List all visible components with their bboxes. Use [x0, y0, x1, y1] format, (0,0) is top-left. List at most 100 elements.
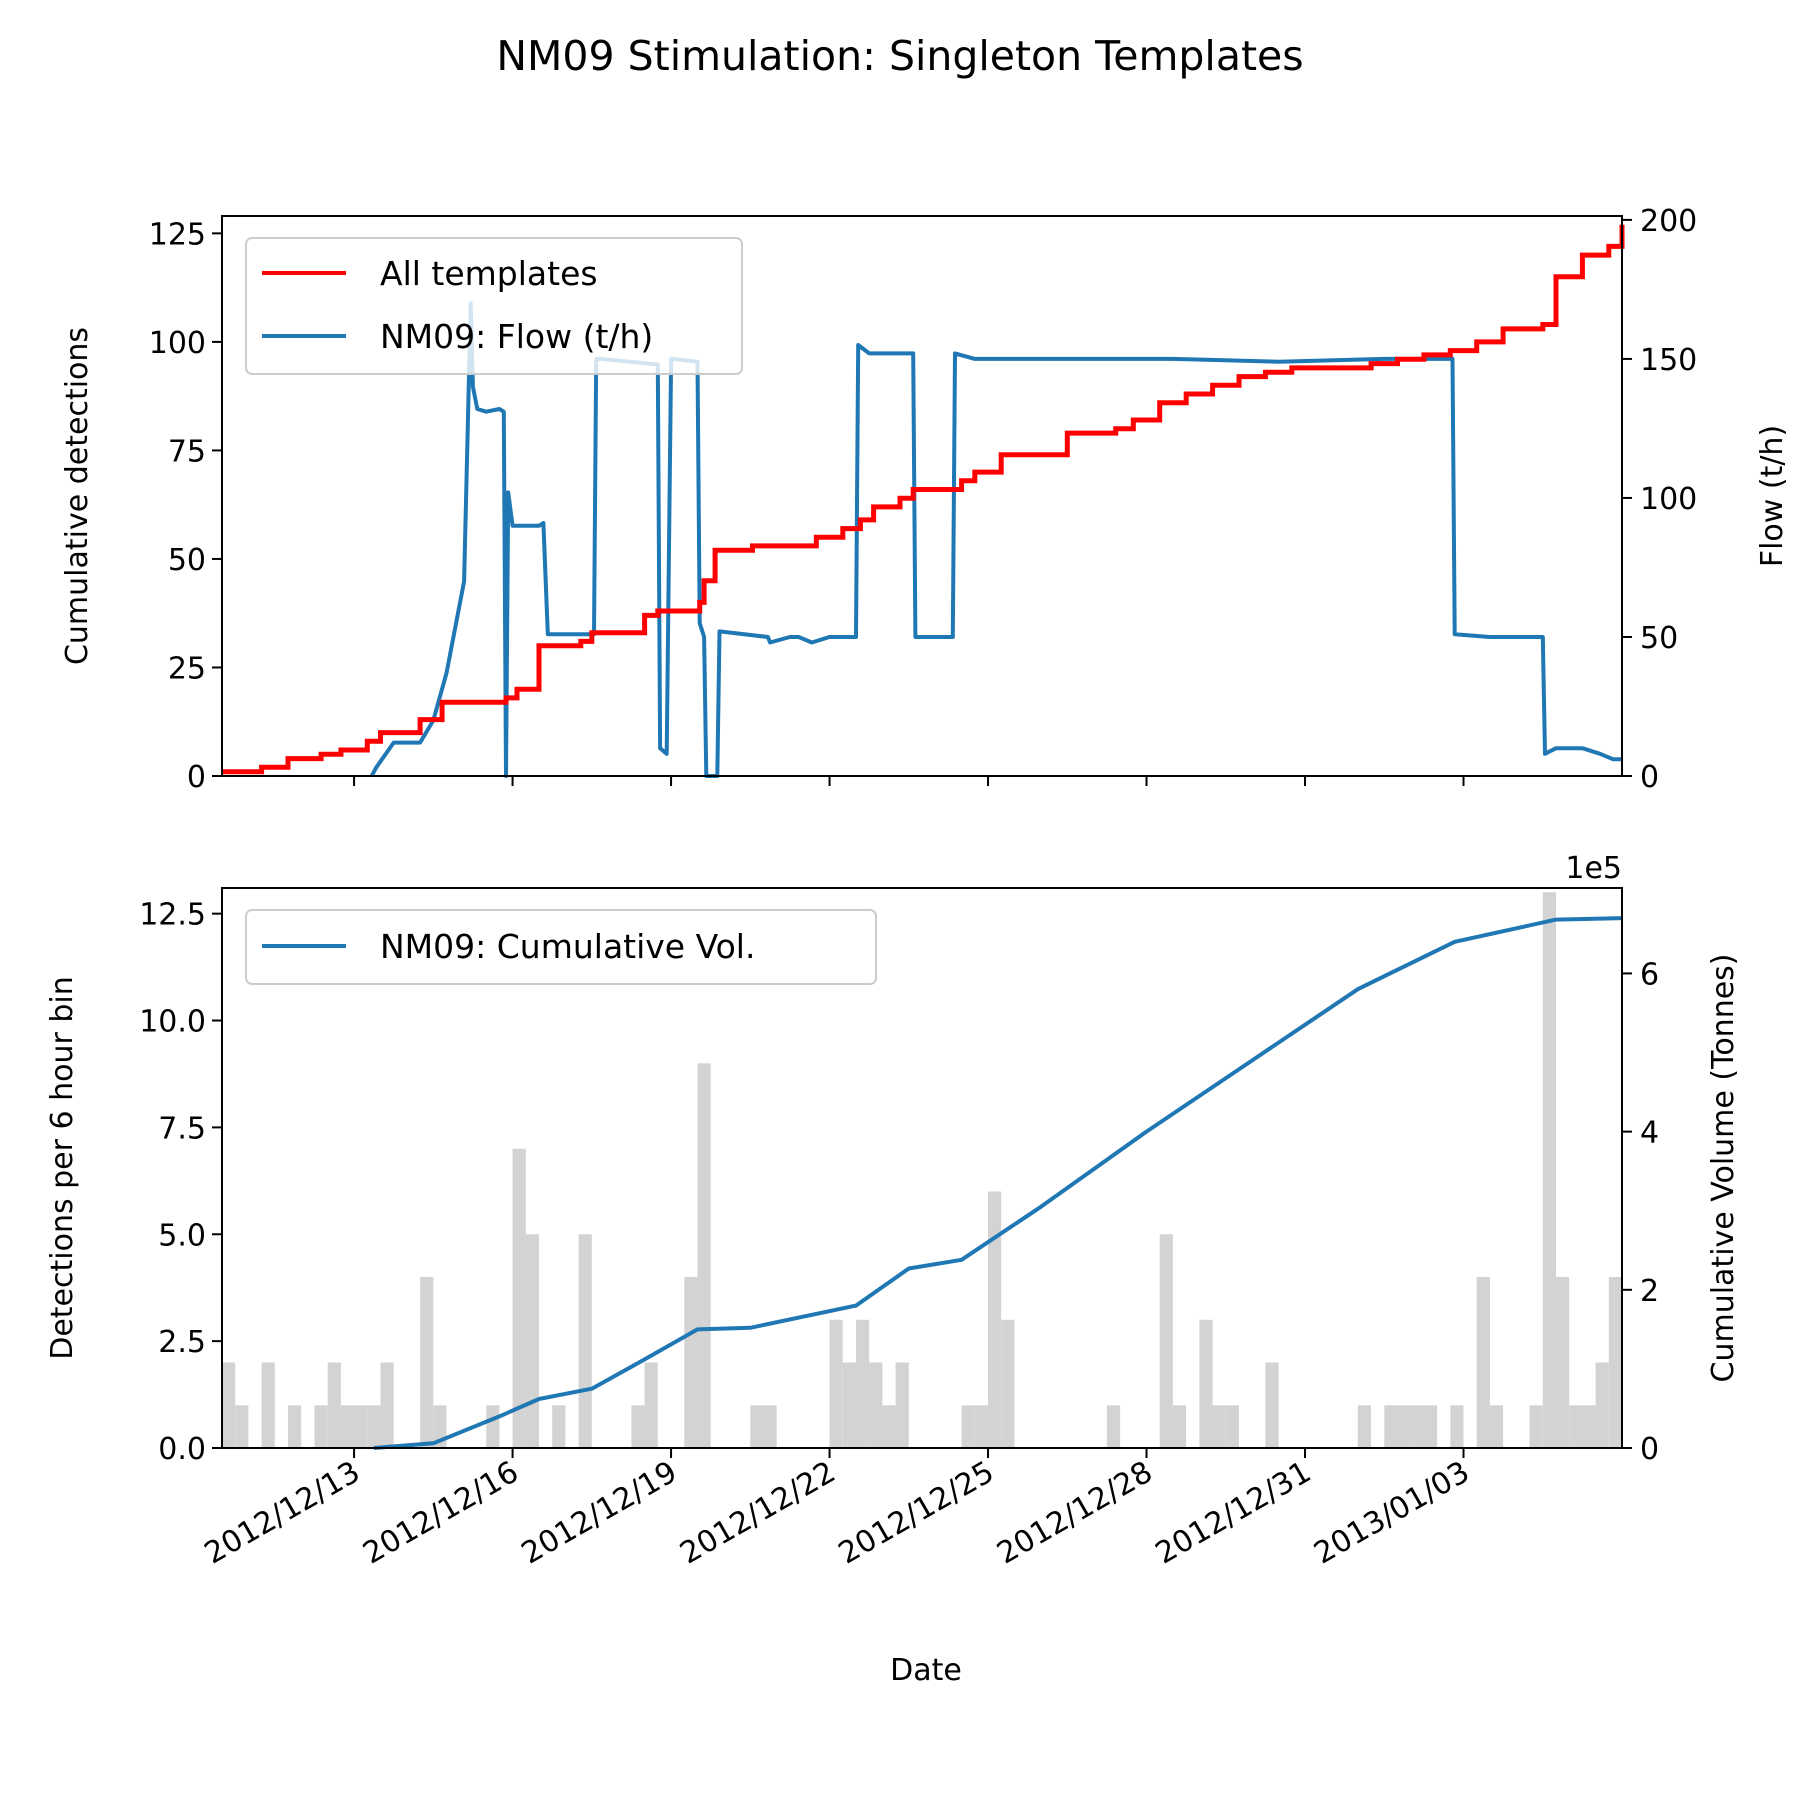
histogram-bar	[974, 1405, 988, 1448]
ytick-label: 0.0	[158, 1432, 206, 1467]
histogram-bar	[1265, 1362, 1279, 1448]
bottom-legend-box	[245, 909, 877, 985]
ytick-label: 0	[187, 760, 206, 795]
ytick-label: 50	[168, 543, 206, 578]
histogram-bar	[367, 1405, 381, 1448]
x-axis-label: Date	[890, 1653, 962, 1688]
histogram-bar	[1225, 1405, 1239, 1448]
histogram-bar	[1450, 1405, 1464, 1448]
top-panel: 0 25 50 75 100 125 0 50 100 150 200 Cumulative de…	[60, 204, 1790, 795]
top-axes-frame	[221, 215, 1623, 777]
histogram-bar	[1357, 1405, 1371, 1448]
histogram-bar	[1529, 1405, 1543, 1448]
histogram-bar	[1542, 892, 1556, 1448]
histogram-bar	[829, 1319, 843, 1448]
histogram-bar	[763, 1405, 777, 1448]
bottom-axes-frame	[221, 887, 1623, 1449]
y2tick-label: 6	[1640, 957, 1659, 992]
bottom-ylabel: Detections per 6 hour bin	[45, 976, 80, 1360]
histogram-bar	[988, 1191, 1002, 1448]
histogram-bar	[1423, 1405, 1438, 1448]
ytick-label: 125	[149, 217, 206, 252]
histogram-bar	[895, 1362, 909, 1448]
y2tick-label: 100	[1640, 482, 1697, 517]
y2-offset-label: 1e5	[1565, 851, 1622, 886]
histogram-bar	[1001, 1319, 1015, 1448]
y2tick-label: 150	[1640, 343, 1697, 378]
histogram-bar	[1212, 1405, 1226, 1448]
ytick-label: 12.5	[139, 898, 206, 933]
histogram-bar	[1595, 1362, 1609, 1448]
top-right-yticks: 0 50 100 150 200	[1622, 204, 1697, 795]
legend-label-flow: NM09: Flow (t/h)	[380, 317, 653, 356]
histogram-bar	[1582, 1405, 1596, 1448]
cumulative-volume-series	[373, 916, 1623, 1450]
histogram-bar	[525, 1234, 539, 1448]
figure-title: NM09 Stimulation: Singleton Templates	[496, 32, 1303, 80]
bottom-y2label: Cumulative Volume (Tonnes)	[1706, 954, 1741, 1383]
histogram-bar	[1410, 1405, 1424, 1448]
histogram-bar	[327, 1362, 341, 1448]
ytick-label: 2.5	[158, 1325, 206, 1360]
bottom-right-yticks: 0 2 4 6	[1622, 957, 1659, 1467]
histogram-bar	[314, 1405, 328, 1448]
ytick-label: 7.5	[158, 1111, 206, 1146]
histogram-bar	[1556, 1277, 1570, 1448]
detections-histogram	[222, 892, 1622, 1448]
histogram-bar	[631, 1405, 645, 1448]
histogram-bar	[750, 1405, 764, 1448]
ytick-label: 10.0	[139, 1005, 206, 1040]
histogram-bar	[856, 1319, 870, 1448]
y2tick-label: 2	[1640, 1274, 1659, 1309]
y2tick-label: 0	[1640, 1432, 1659, 1467]
histogram-bar	[842, 1362, 856, 1448]
histogram-bar	[354, 1405, 368, 1448]
histogram-bar	[697, 1063, 711, 1448]
top-legend: All templates NM09: Flow (t/h)	[245, 237, 743, 375]
ytick-label: 25	[168, 651, 206, 686]
cumulative-volume-line	[373, 916, 1623, 1450]
histogram-bar	[222, 1362, 236, 1448]
histogram-bar	[235, 1405, 249, 1448]
top-y2label: Flow (t/h)	[1755, 425, 1790, 567]
histogram-bar	[1608, 1277, 1622, 1448]
histogram-bar	[1476, 1277, 1490, 1448]
histogram-bar	[882, 1405, 896, 1448]
y2tick-label: 4	[1640, 1116, 1659, 1151]
y2tick-label: 50	[1640, 621, 1678, 656]
histogram-bar	[380, 1362, 394, 1448]
bottom-legend: NM09: Cumulative Vol.	[245, 909, 877, 985]
histogram-bar	[684, 1277, 698, 1448]
y2tick-label: 200	[1640, 204, 1697, 239]
ytick-label: 5.0	[158, 1218, 206, 1253]
histogram-bar	[340, 1405, 355, 1448]
all-templates-line	[222, 224, 1625, 775]
histogram-bar	[288, 1405, 302, 1448]
ytick-label: 75	[168, 434, 206, 469]
histogram-bar	[1172, 1405, 1187, 1448]
legend-label-all-templates: All templates	[380, 254, 598, 293]
histogram-bar	[1569, 1405, 1583, 1448]
histogram-bar	[1159, 1234, 1173, 1448]
top-ylabel: Cumulative detections	[60, 327, 95, 665]
histogram-bar	[1397, 1405, 1411, 1448]
histogram-bar	[578, 1234, 592, 1448]
histogram-bar	[261, 1362, 275, 1448]
histogram-bar	[552, 1405, 566, 1448]
histogram-bar	[512, 1148, 526, 1448]
histogram-bar	[644, 1362, 658, 1448]
legend-label-cumulative-vol: NM09: Cumulative Vol.	[380, 927, 755, 966]
histogram-bar	[961, 1405, 975, 1448]
cumulative-detections-series	[222, 224, 1625, 775]
histogram-bar	[1489, 1405, 1504, 1448]
top-xticks	[353, 776, 1465, 786]
histogram-bar	[1199, 1319, 1213, 1448]
histogram-bar	[486, 1405, 500, 1448]
histogram-bar	[869, 1362, 883, 1448]
bottom-left-yticks: 0.0 2.5 5.0 7.5 10.0 12.5	[139, 898, 222, 1467]
histogram-bar	[1384, 1405, 1398, 1448]
top-legend-box	[245, 237, 743, 375]
ytick-label: 100	[149, 326, 206, 361]
top-left-yticks: 0 25 50 75 100 125	[149, 217, 222, 795]
